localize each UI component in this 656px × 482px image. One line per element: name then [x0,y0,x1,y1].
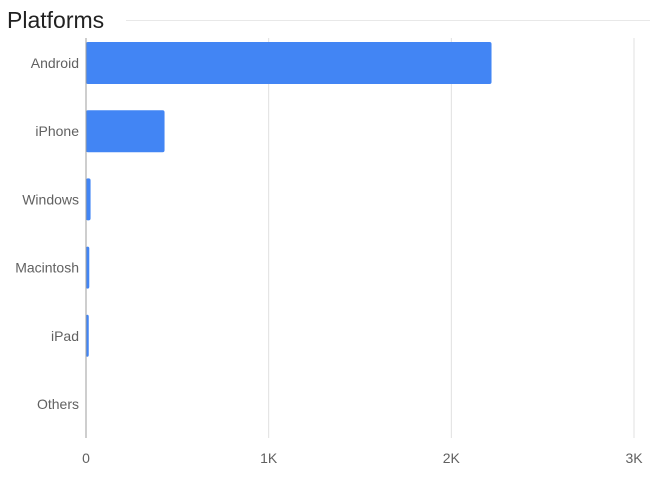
bar-ipad[interactable] [86,314,89,357]
category-label-others: Others [37,396,79,412]
bar-windows[interactable] [86,178,91,221]
x-tick-label-1K: 1K [260,450,278,466]
category-label-iphone: iPhone [35,123,79,139]
category-label-android: Android [31,55,79,71]
title-divider [126,20,650,21]
x-tick-label-2K: 2K [443,450,461,466]
chart-title: Platforms [7,7,105,33]
x-tick-label-0: 0 [82,450,90,466]
bar-macintosh[interactable] [86,246,90,289]
bar-android[interactable] [86,42,492,84]
bar-iphone[interactable] [86,110,165,153]
category-label-macintosh: Macintosh [15,260,79,276]
x-tick-label-3K: 3K [625,450,643,466]
category-label-windows: Windows [22,191,79,207]
chart-header: Platforms [0,0,656,40]
category-label-ipad: iPad [51,328,79,344]
